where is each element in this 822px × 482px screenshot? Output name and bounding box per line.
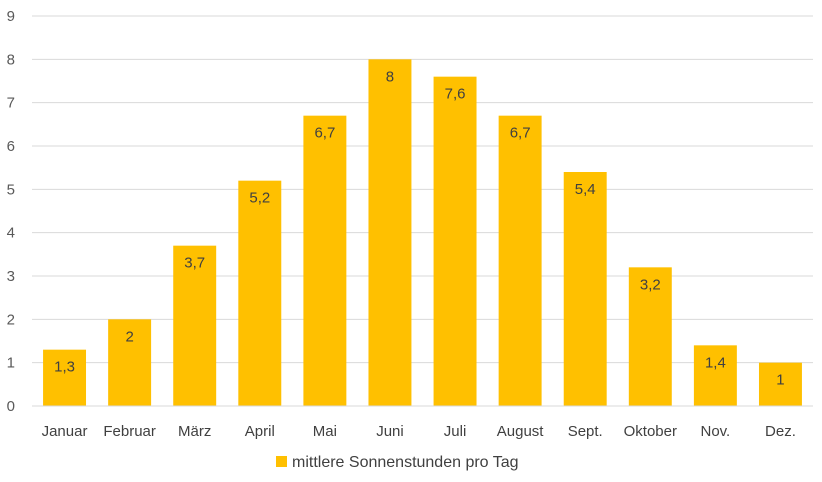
data-label: 5,2 xyxy=(249,190,270,207)
x-tick-label: Juli xyxy=(444,423,467,440)
bar xyxy=(238,180,282,406)
bar xyxy=(43,349,87,406)
bar xyxy=(758,362,802,406)
bar xyxy=(303,115,347,407)
data-label: 6,7 xyxy=(314,125,335,142)
data-label: 6,7 xyxy=(510,125,531,142)
bar xyxy=(563,172,607,406)
bar xyxy=(173,245,217,406)
x-tick-label: Oktober xyxy=(624,423,677,440)
y-tick-label: 4 xyxy=(7,225,15,242)
x-tick-label: Juni xyxy=(376,423,404,440)
data-label: 7,6 xyxy=(445,86,466,103)
data-label: 3,2 xyxy=(640,276,661,293)
bars xyxy=(43,59,802,407)
x-tick-label: April xyxy=(245,423,275,440)
y-tick-label: 1 xyxy=(7,355,15,372)
data-label: 5,4 xyxy=(575,181,596,198)
data-labels: 1,3 2 3,7 5,2 6,7 8 7,6 6,7 5,4 3,2 1,4 1 xyxy=(54,68,785,388)
bar xyxy=(693,345,737,406)
y-tick-label: 8 xyxy=(7,51,15,68)
data-label: 1 xyxy=(776,372,784,389)
data-label: 1,3 xyxy=(54,359,75,376)
bar xyxy=(628,267,672,406)
y-tick-label: 3 xyxy=(7,268,15,285)
bar xyxy=(433,76,477,407)
x-tick-label: März xyxy=(178,423,211,440)
legend-label: mittlere Sonnenstunden pro Tag xyxy=(292,454,519,471)
x-tick-label: Sept. xyxy=(568,423,603,440)
data-label: 1,4 xyxy=(705,354,726,371)
y-tick-label: 5 xyxy=(7,181,15,198)
x-tick-label: Mai xyxy=(313,423,337,440)
gridlines xyxy=(32,15,813,407)
data-label: 8 xyxy=(386,68,394,85)
x-tick-label: Februar xyxy=(103,423,156,440)
y-tick-label: 7 xyxy=(7,95,15,112)
bar xyxy=(498,115,542,407)
y-tick-label: 9 xyxy=(7,8,15,25)
x-tick-label: Nov. xyxy=(701,423,731,440)
data-label: 2 xyxy=(125,328,133,345)
x-axis: Januar Februar März April Mai Juni Juli August S… xyxy=(32,405,813,440)
x-tick-label: Januar xyxy=(42,423,88,440)
x-tick-label: August xyxy=(497,423,545,440)
bar xyxy=(108,319,152,406)
y-tick-label: 0 xyxy=(7,398,15,415)
data-label: 3,7 xyxy=(184,255,205,272)
bar xyxy=(368,59,412,406)
legend: mittlere Sonnenstunden pro Tag xyxy=(276,454,519,471)
y-tick-label: 2 xyxy=(7,311,15,328)
y-axis: 0 1 2 3 4 5 6 7 8 9 xyxy=(7,8,15,415)
y-tick-label: 6 xyxy=(7,138,15,155)
legend-swatch xyxy=(276,456,287,467)
x-tick-label: Dez. xyxy=(765,423,796,440)
